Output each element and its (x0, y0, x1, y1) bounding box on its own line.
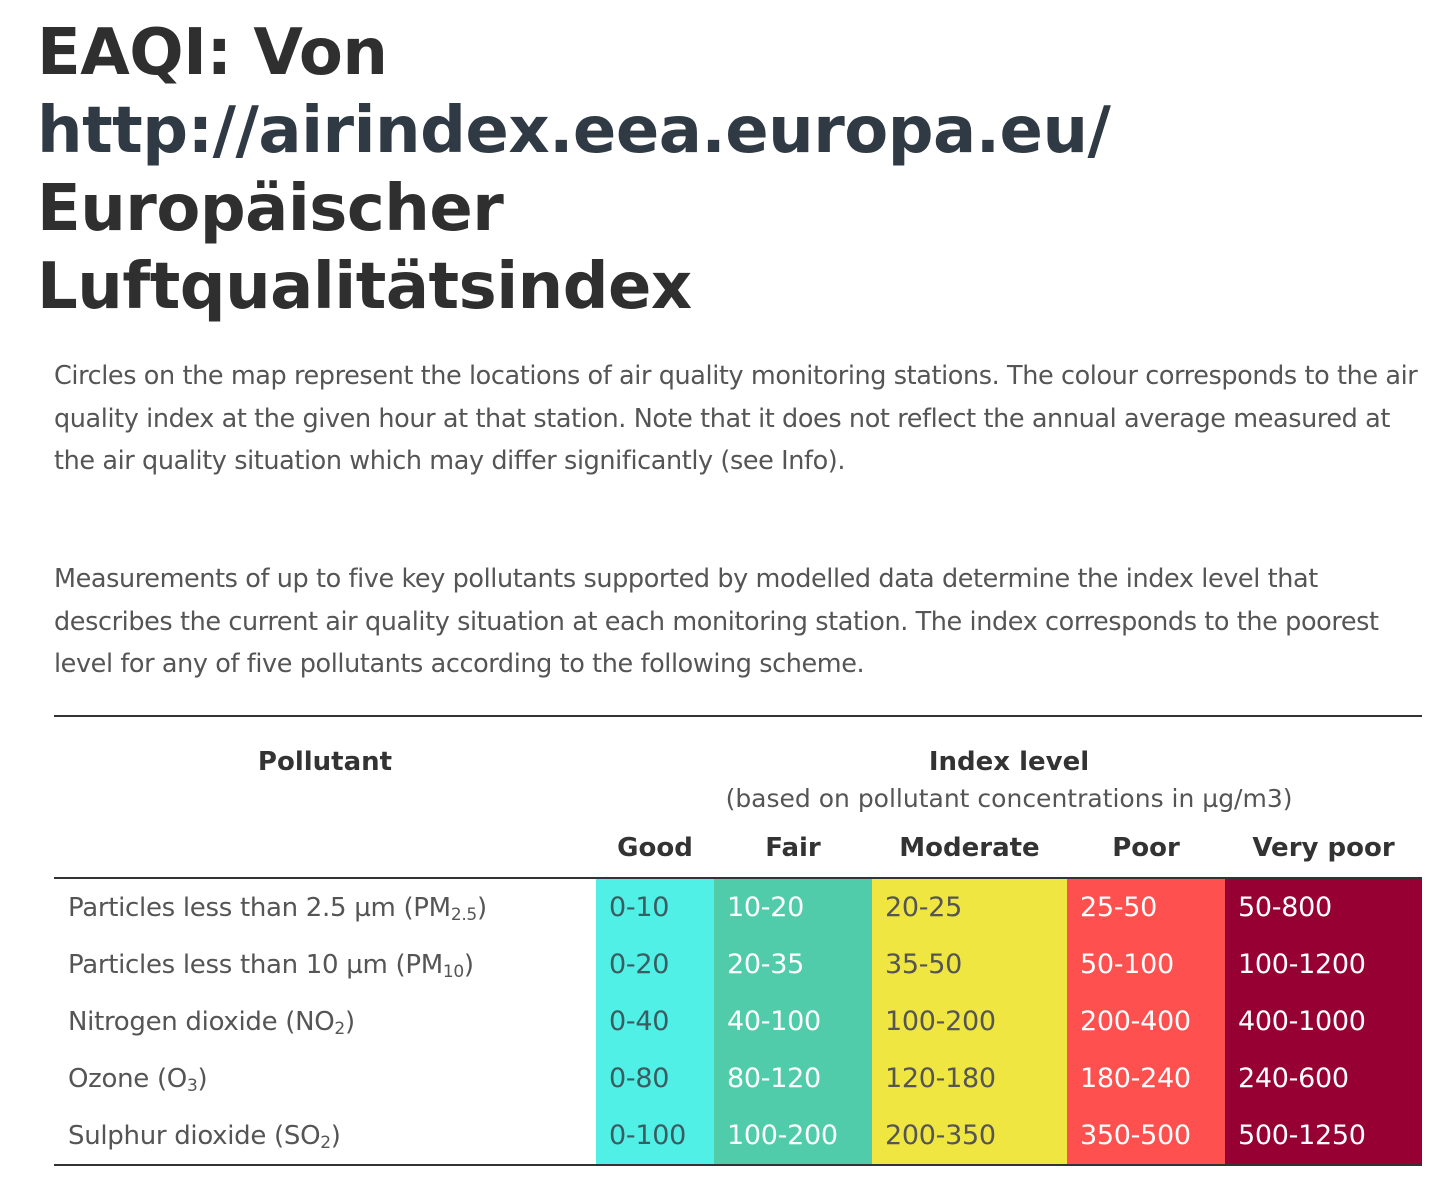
pollutant-name: Particles less than 10 µm (PM10) (68, 949, 474, 982)
level-header-very-poor: Very poor (1252, 833, 1395, 863)
value-fair: 20-35 (714, 936, 872, 993)
value-poor: 50-100 (1067, 936, 1225, 993)
level-header-fair: Fair (765, 833, 821, 863)
value-very-poor: 500-1250 (1225, 1107, 1423, 1165)
value-good: 0-100 (596, 1107, 714, 1165)
level-header-poor: Poor (1112, 833, 1180, 863)
table-row: Sulphur dioxide (SO2) 0-100 100-200 200-350… (54, 1107, 1423, 1165)
pollutant-name: Ozone (O3) (68, 1063, 208, 1096)
title-line-4: Luftqualitätsindex (37, 250, 692, 324)
value-moderate: 20-25 (872, 878, 1067, 936)
empty-header-cell (54, 777, 596, 819)
value-good: 0-80 (596, 1050, 714, 1107)
pollutant-name: Nitrogen dioxide (NO2) (68, 1006, 355, 1039)
value-good: 0-10 (596, 878, 714, 936)
value-fair: 100-200 (714, 1107, 872, 1165)
value-very-poor: 50-800 (1225, 878, 1423, 936)
description-paragraph-1: Circles on the map represent the locatio… (54, 361, 1418, 477)
title-line-1: EAQI: Von (37, 16, 388, 90)
value-fair: 40-100 (714, 993, 872, 1050)
value-fair: 10-20 (714, 878, 872, 936)
value-moderate: 35-50 (872, 936, 1067, 993)
index-level-header: Index level (928, 747, 1090, 777)
pollutant-name: Particles less than 2.5 µm (PM2.5) (68, 892, 487, 925)
table-row: Particles less than 10 µm (PM10) 0-20 20-3… (54, 936, 1423, 993)
value-very-poor: 240-600 (1225, 1050, 1423, 1107)
page-title: EAQI: Von http://airindex.eea.europa.eu/… (37, 14, 1111, 326)
table-row: Ozone (O3) 0-80 80-120 120-180 180-240 240-60… (54, 1050, 1423, 1107)
title-line-3: Europäischer (37, 172, 504, 246)
level-header-moderate: Moderate (899, 833, 1040, 863)
value-poor: 180-240 (1067, 1050, 1225, 1107)
description-paragraph-2: Measurements of up to five key pollutant… (54, 564, 1379, 680)
value-moderate: 120-180 (872, 1050, 1067, 1107)
index-level-table: Pollutant Index level (based on pollutan… (54, 715, 1423, 1166)
value-moderate: 200-350 (872, 1107, 1067, 1165)
value-poor: 25-50 (1067, 878, 1225, 936)
value-good: 0-20 (596, 936, 714, 993)
level-header-good: Good (617, 833, 693, 863)
title-url-link[interactable]: http://airindex.eea.europa.eu/ (37, 94, 1111, 168)
table-row: Particles less than 2.5 µm (PM2.5) 0-10 10… (54, 878, 1423, 936)
value-poor: 200-400 (1067, 993, 1225, 1050)
empty-header-cell (54, 819, 596, 878)
value-fair: 80-120 (714, 1050, 872, 1107)
table-row: Nitrogen dioxide (NO2) 0-40 40-100 100-200 2… (54, 993, 1423, 1050)
pollutant-name: Sulphur dioxide (SO2) (68, 1120, 341, 1153)
value-poor: 350-500 (1067, 1107, 1225, 1165)
value-very-poor: 400-1000 (1225, 993, 1423, 1050)
value-moderate: 100-200 (872, 993, 1067, 1050)
index-level-subheader: (based on pollutant concentrations in µg… (725, 783, 1293, 813)
value-good: 0-40 (596, 993, 714, 1050)
pollutant-header: Pollutant (257, 747, 393, 777)
value-very-poor: 100-1200 (1225, 936, 1423, 993)
